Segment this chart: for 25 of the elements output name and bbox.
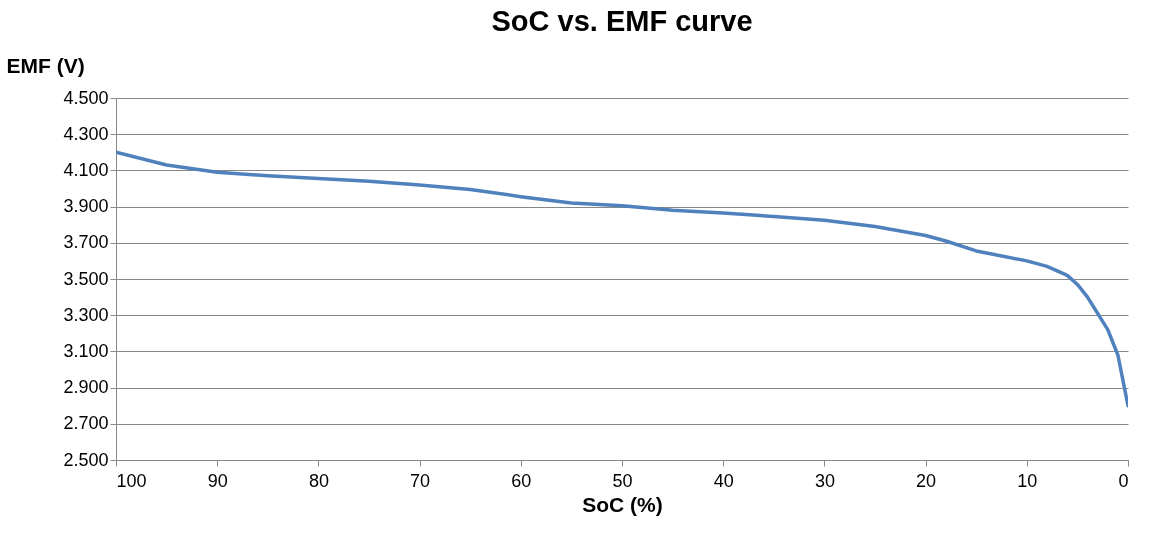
y-tick-label: 2.900	[63, 377, 109, 398]
x-tick-label: 10	[1017, 470, 1038, 491]
y-tick-label: 4.300	[63, 123, 109, 144]
y-tick-label: 4.100	[63, 159, 109, 180]
y-tick-label: 3.700	[63, 232, 109, 253]
x-tick-label: 60	[511, 470, 532, 491]
x-tick-label: 20	[916, 470, 937, 491]
y-tick-label: 3.500	[63, 268, 109, 289]
x-tick-label: 30	[814, 470, 835, 491]
y-tick-label: 3.100	[63, 340, 109, 361]
x-tick-label: 90	[207, 470, 228, 491]
x-tick-label: 50	[612, 470, 633, 491]
x-tick-label: 0	[1118, 470, 1129, 491]
y-tick-label: 3.300	[63, 304, 109, 325]
y-axis-title: EMF (V)	[6, 53, 85, 77]
x-axis-title: SoC (%)	[582, 492, 663, 516]
x-tick-label: 40	[713, 470, 734, 491]
x-tick-label: 70	[410, 470, 431, 491]
y-tick-label: 2.500	[63, 449, 109, 470]
y-tick-label: 2.700	[63, 413, 109, 434]
x-tick-label: 80	[308, 470, 329, 491]
y-tick-label: 4.500	[63, 87, 109, 108]
x-tick-label: 100	[116, 470, 147, 491]
chart-title: SoC vs. EMF curve	[491, 5, 753, 37]
y-tick-label: 3.900	[63, 196, 109, 217]
